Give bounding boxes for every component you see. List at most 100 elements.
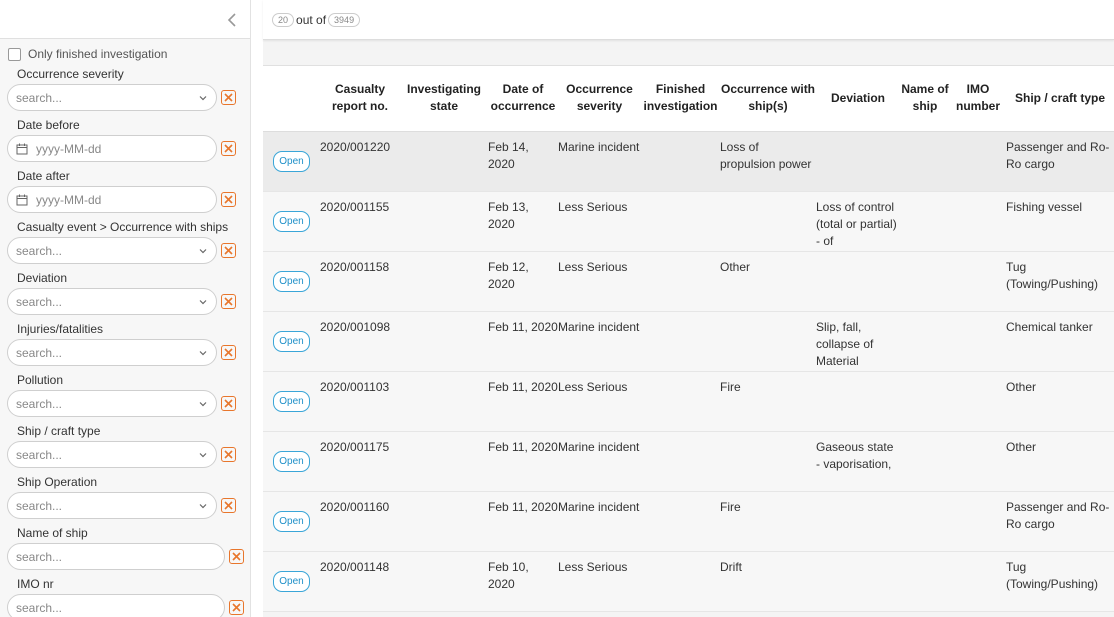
close-icon[interactable]: [221, 396, 236, 411]
cell-deviation: [816, 251, 900, 312]
cell-imo: [950, 311, 1006, 372]
column-header-ship-craft-type[interactable]: Ship / craft type: [1006, 66, 1114, 132]
cell-deviation: [816, 491, 900, 552]
filter-input-ship-craft-type[interactable]: search...: [7, 441, 217, 468]
filter-label-imo-nr: IMO nr: [17, 577, 54, 591]
cell-severity: Less Serious: [558, 371, 641, 432]
cell-text-date: Feb 11, 2020: [488, 379, 558, 394]
column-header-investigating-state[interactable]: Investigating state: [400, 66, 488, 132]
table-row[interactable]: Open 2020/001175 Feb 11, 2020 Marine incide…: [263, 431, 1114, 492]
chevron-down-icon[interactable]: [199, 400, 207, 408]
filter-row-ship-craft-type: search...: [0, 441, 250, 469]
chevron-down-icon[interactable]: [199, 94, 207, 102]
only-finished-checkbox[interactable]: [8, 47, 21, 61]
cell-imo: [950, 371, 1006, 432]
cell-text-type: Tug (Towing/Pushing): [1006, 559, 1099, 591]
table-row[interactable]: Open 2020/001158 Feb 12, 2020 Less Serious O…: [263, 251, 1114, 312]
table-header-row: Casualty report no. Investigating state Da…: [263, 66, 1114, 132]
cell-deviation: [816, 551, 900, 612]
column-header-occurrence-severity[interactable]: Occurrence severity: [558, 66, 641, 132]
close-icon[interactable]: [221, 141, 236, 156]
table-row[interactable]: Open 2020/001098 Feb 11, 2020 Marine incide…: [263, 311, 1114, 372]
status-cell: Open: [263, 251, 320, 312]
cell-text-severity: Marine incident: [558, 139, 640, 154]
table-row[interactable]: Open 2020/001155 Feb 13, 2020 Less Serious L…: [263, 191, 1114, 252]
cell-text-type: Passenger and Ro-Ro cargo: [1006, 499, 1110, 531]
close-icon[interactable]: [221, 90, 236, 105]
filter-label-pollution: Pollution: [17, 373, 64, 387]
column-header-deviation[interactable]: Deviation: [816, 66, 900, 132]
table-row[interactable]: Open 2020/001220 Feb 14, 2020 Marine incide…: [263, 131, 1114, 192]
only-finished-checkbox-row[interactable]: Only finished investigation: [0, 39, 250, 61]
cell-finished: [641, 431, 720, 492]
close-icon[interactable]: [221, 447, 236, 462]
cell-occurrence: [720, 311, 816, 372]
cell-text-report: 2020/001155: [320, 199, 390, 214]
column-header-finished-investigation[interactable]: Finished investigation: [641, 66, 720, 132]
filter-placeholder: search...: [16, 243, 63, 258]
chevron-down-icon[interactable]: [199, 502, 207, 510]
filter-input-pollution[interactable]: search...: [7, 390, 217, 417]
table-row[interactable]: Open 2020/001160 Feb 11, 2020 Marine incide…: [263, 491, 1114, 552]
close-icon[interactable]: [221, 498, 236, 513]
filter-label-occurrence-severity: Occurrence severity: [17, 67, 124, 81]
cell-state: [400, 311, 488, 372]
cell-text-deviation: Slip, fall, collapse of Material: [816, 319, 874, 368]
calendar-icon: [16, 194, 28, 205]
status-badge: Open: [273, 510, 310, 532]
column-header-casualty-report-no[interactable]: Casualty report no.: [320, 66, 400, 132]
cell-text-date: Feb 13, 2020: [488, 199, 529, 231]
chevron-left-icon[interactable]: [224, 10, 240, 30]
cell-text-report: 2020/001098: [320, 319, 391, 334]
cell-state: [400, 131, 488, 192]
cell-finished: [641, 491, 720, 552]
total-count-pill: 3949: [328, 12, 361, 27]
close-icon[interactable]: [221, 192, 236, 207]
cell-text-severity: Marine incident: [558, 499, 640, 514]
chevron-down-icon[interactable]: [199, 247, 207, 255]
chevron-down-icon[interactable]: [199, 349, 207, 357]
filter-input-injuries-fatalities[interactable]: search...: [7, 339, 217, 366]
filter-row-injuries-fatalities: search...: [0, 339, 250, 367]
column-header-occurrence-with-ship-s[interactable]: Occurrence with ship(s): [720, 66, 816, 132]
cell-text-severity: Less Serious: [558, 379, 628, 394]
filter-input-deviation[interactable]: search...: [7, 288, 217, 315]
cell-text-report: 2020/001220: [320, 139, 391, 154]
status-cell: Open: [263, 491, 320, 552]
filter-input-occurrence-severity[interactable]: search...: [7, 84, 217, 111]
close-icon[interactable]: [221, 294, 236, 309]
cell-report: 2020/001098: [320, 311, 400, 372]
filter-input-name-of-ship[interactable]: search...: [7, 543, 225, 570]
shown-count-pill[interactable]: 20: [272, 12, 295, 27]
cell-occurrence: Fire: [720, 491, 816, 552]
close-icon[interactable]: [229, 600, 244, 615]
cell-date: Feb 10, 2020: [488, 551, 558, 612]
close-icon[interactable]: [221, 243, 236, 258]
chevron-down-icon[interactable]: [199, 451, 207, 459]
status-cell: Open: [263, 131, 320, 192]
column-header-name-of-ship[interactable]: Name of ship: [900, 66, 950, 132]
cell-date: Feb 11, 2020: [488, 491, 558, 552]
filter-placeholder: search...: [16, 396, 63, 411]
only-finished-label: Only finished investigation: [28, 47, 168, 61]
column-header-date-of-occurrence[interactable]: Date of occurrence: [488, 66, 558, 132]
table-row[interactable]: Open 2020/001103 Feb 11, 2020 Less Serious F…: [263, 371, 1114, 432]
cell-type: Passenger and Ro-Ro cargo: [1006, 491, 1114, 552]
close-icon[interactable]: [221, 345, 236, 360]
filter-input-date-after[interactable]: yyyy-MM-dd: [7, 186, 217, 213]
filter-input-date-before[interactable]: yyyy-MM-dd: [7, 135, 217, 162]
status-badge: Open: [273, 570, 310, 592]
cell-type: Other: [1006, 431, 1114, 492]
cell-finished: [641, 191, 720, 252]
status-badge: Open: [273, 210, 310, 232]
close-icon[interactable]: [229, 549, 244, 564]
status-badge: Open: [273, 150, 310, 172]
result-count-bar: 20 out of 3949: [263, 0, 1114, 40]
filter-input-ship-operation[interactable]: search...: [7, 492, 217, 519]
chevron-down-icon[interactable]: [199, 298, 207, 306]
table-row[interactable]: Open 2020/001148 Feb 10, 2020 Less Serious D…: [263, 551, 1114, 612]
column-header-imo-number[interactable]: IMO number: [950, 66, 1006, 132]
filter-input-casualty-event-occurrence-with-ships[interactable]: search...: [7, 237, 217, 264]
cell-report: 2020/001103: [320, 371, 400, 432]
filter-input-imo-nr[interactable]: search...: [7, 594, 225, 617]
